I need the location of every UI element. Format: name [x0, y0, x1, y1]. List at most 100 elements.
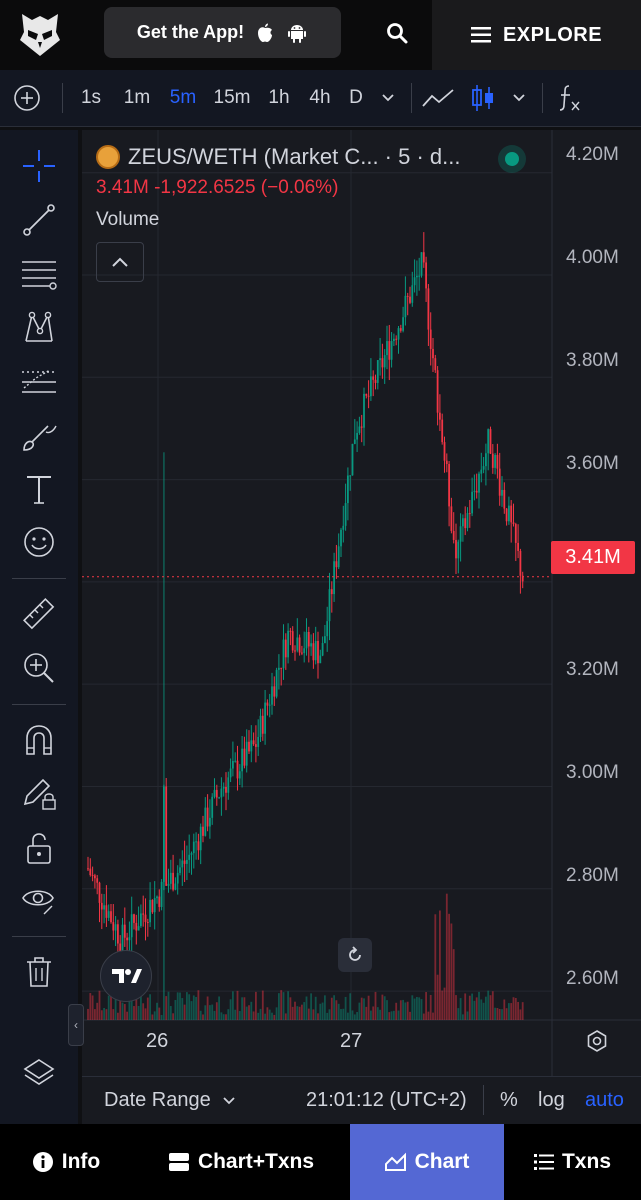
owl-logo-icon[interactable] — [18, 10, 62, 58]
collapse-toolbar-button[interactable]: ‹ — [68, 1004, 84, 1046]
nav-chart[interactable]: Chart — [350, 1124, 504, 1200]
candle-body — [459, 526, 462, 542]
candles-chart-type-button[interactable] — [464, 83, 502, 113]
volume-bar — [427, 1011, 430, 1020]
price-chart[interactable] — [82, 130, 641, 1076]
tradingview-logo-icon[interactable] — [100, 950, 152, 1002]
volume-bar — [123, 1004, 126, 1020]
search-button[interactable] — [372, 10, 422, 56]
gear-icon — [587, 1030, 607, 1052]
x-axis-tick: 26 — [146, 1030, 169, 1052]
trend-line-tool[interactable] — [14, 198, 64, 242]
hide-drawings-tool[interactable] — [14, 878, 64, 922]
volume-bar — [133, 1006, 135, 1020]
chart-toolbar: 1s 1m 5m 15m 1h 4h D — [0, 70, 641, 127]
forecast-tool[interactable] — [14, 360, 64, 404]
interval-1h[interactable]: 1h — [268, 87, 290, 108]
text-tool[interactable] — [14, 468, 64, 512]
volume-bar — [268, 1009, 271, 1020]
log-scale-toggle[interactable]: log — [538, 1089, 565, 1111]
volume-bar — [372, 1006, 375, 1020]
candle-body — [376, 360, 379, 383]
add-symbol-button[interactable] — [0, 84, 54, 112]
x-axis-tick: 27 — [340, 1030, 363, 1052]
volume-bar — [429, 994, 432, 1020]
volume-bar — [473, 1000, 476, 1020]
candle-body — [172, 872, 174, 890]
explore-button[interactable]: EXPLORE — [432, 0, 641, 70]
candle-body — [457, 541, 460, 559]
volume-bar — [225, 1014, 227, 1020]
candle-body — [273, 686, 276, 697]
interval-4h[interactable]: 4h — [309, 87, 331, 108]
candle-body — [402, 317, 404, 331]
candle-body — [425, 262, 427, 289]
candle-body — [413, 277, 416, 286]
crosshair-tool[interactable] — [14, 144, 64, 188]
interval-1m[interactable]: 1m — [123, 87, 151, 108]
ohlc-values: 3.41M -1,922.6525 (−0.06%) — [96, 177, 339, 198]
volume-bar — [390, 1011, 393, 1020]
volume-bar — [114, 998, 117, 1020]
symbol-legend[interactable]: ZEUS/WETH (Market C... · 5 · d... — [96, 144, 460, 170]
volume-bar — [229, 999, 232, 1020]
nav-chart-txns[interactable]: Chart+Txns — [132, 1124, 350, 1200]
interval-d[interactable]: D — [349, 87, 363, 108]
volume-bar — [498, 1008, 501, 1020]
brush-tool[interactable] — [14, 414, 64, 458]
candle-body — [319, 655, 322, 664]
y-axis-tick: 2.80M — [566, 865, 619, 886]
chart-type-dropdown[interactable] — [502, 93, 536, 103]
volume-bar — [103, 1007, 105, 1020]
remove-drawings-tool[interactable] — [14, 950, 64, 994]
get-app-button[interactable]: Get the App! — [104, 7, 341, 58]
interval-15m[interactable]: 15m — [213, 87, 251, 108]
collapse-legend-button[interactable] — [96, 242, 144, 282]
object-tree-tool[interactable] — [14, 1052, 64, 1096]
chart-panel[interactable]: ZEUS/WETH (Market C... · 5 · d... 3.41M … — [82, 130, 641, 1124]
volume-bar — [261, 990, 264, 1020]
indicators-button[interactable] — [543, 83, 595, 113]
volume-bar — [312, 1009, 315, 1020]
candle-body — [110, 911, 112, 923]
fib-retracement-tool[interactable] — [14, 252, 64, 296]
candle-body — [296, 637, 299, 651]
nav-info-label: Info — [61, 1150, 101, 1173]
volume-bar — [213, 1010, 216, 1020]
chart-settings-button[interactable] — [582, 1026, 612, 1056]
reset-chart-button[interactable] — [338, 938, 372, 972]
volume-legend[interactable]: Volume — [96, 209, 160, 230]
measure-tool[interactable] — [14, 592, 64, 636]
candle-body — [386, 341, 388, 356]
candle-body — [404, 295, 407, 318]
candle-body — [243, 748, 246, 766]
lock-all-tool[interactable] — [14, 826, 64, 870]
volume-bar — [259, 1008, 262, 1020]
pattern-tool[interactable] — [14, 306, 64, 350]
candle-body — [169, 872, 172, 884]
percent-scale-toggle[interactable]: % — [500, 1089, 518, 1111]
nav-info[interactable]: Info — [0, 1124, 132, 1200]
auto-scale-toggle[interactable]: auto — [585, 1089, 624, 1111]
volume-bar — [227, 1009, 230, 1020]
last-price-tag: 3.41M — [551, 541, 635, 574]
date-range-dropdown[interactable]: Date Range — [104, 1089, 236, 1112]
interval-dropdown[interactable] — [371, 93, 405, 103]
lock-drawing-tool[interactable] — [14, 772, 64, 816]
nav-txns[interactable]: Txns — [504, 1124, 641, 1200]
candle-body — [119, 943, 122, 952]
line-chart-type-button[interactable] — [412, 86, 464, 110]
live-status-indicator — [498, 145, 526, 173]
candle-body — [395, 338, 398, 340]
magnet-tool[interactable] — [14, 718, 64, 762]
interval-1s[interactable]: 1s — [80, 87, 102, 108]
interval-5m[interactable]: 5m — [169, 87, 197, 108]
emoji-tool[interactable] — [14, 520, 64, 564]
brush-icon — [23, 425, 57, 451]
timezone-clock[interactable]: 21:01:12 (UTC+2) — [306, 1089, 467, 1111]
candle-body — [232, 760, 234, 769]
candle-body — [248, 741, 250, 752]
candle-body — [105, 905, 108, 918]
zoom-tool[interactable] — [14, 646, 64, 690]
volume-bar — [151, 1014, 154, 1020]
